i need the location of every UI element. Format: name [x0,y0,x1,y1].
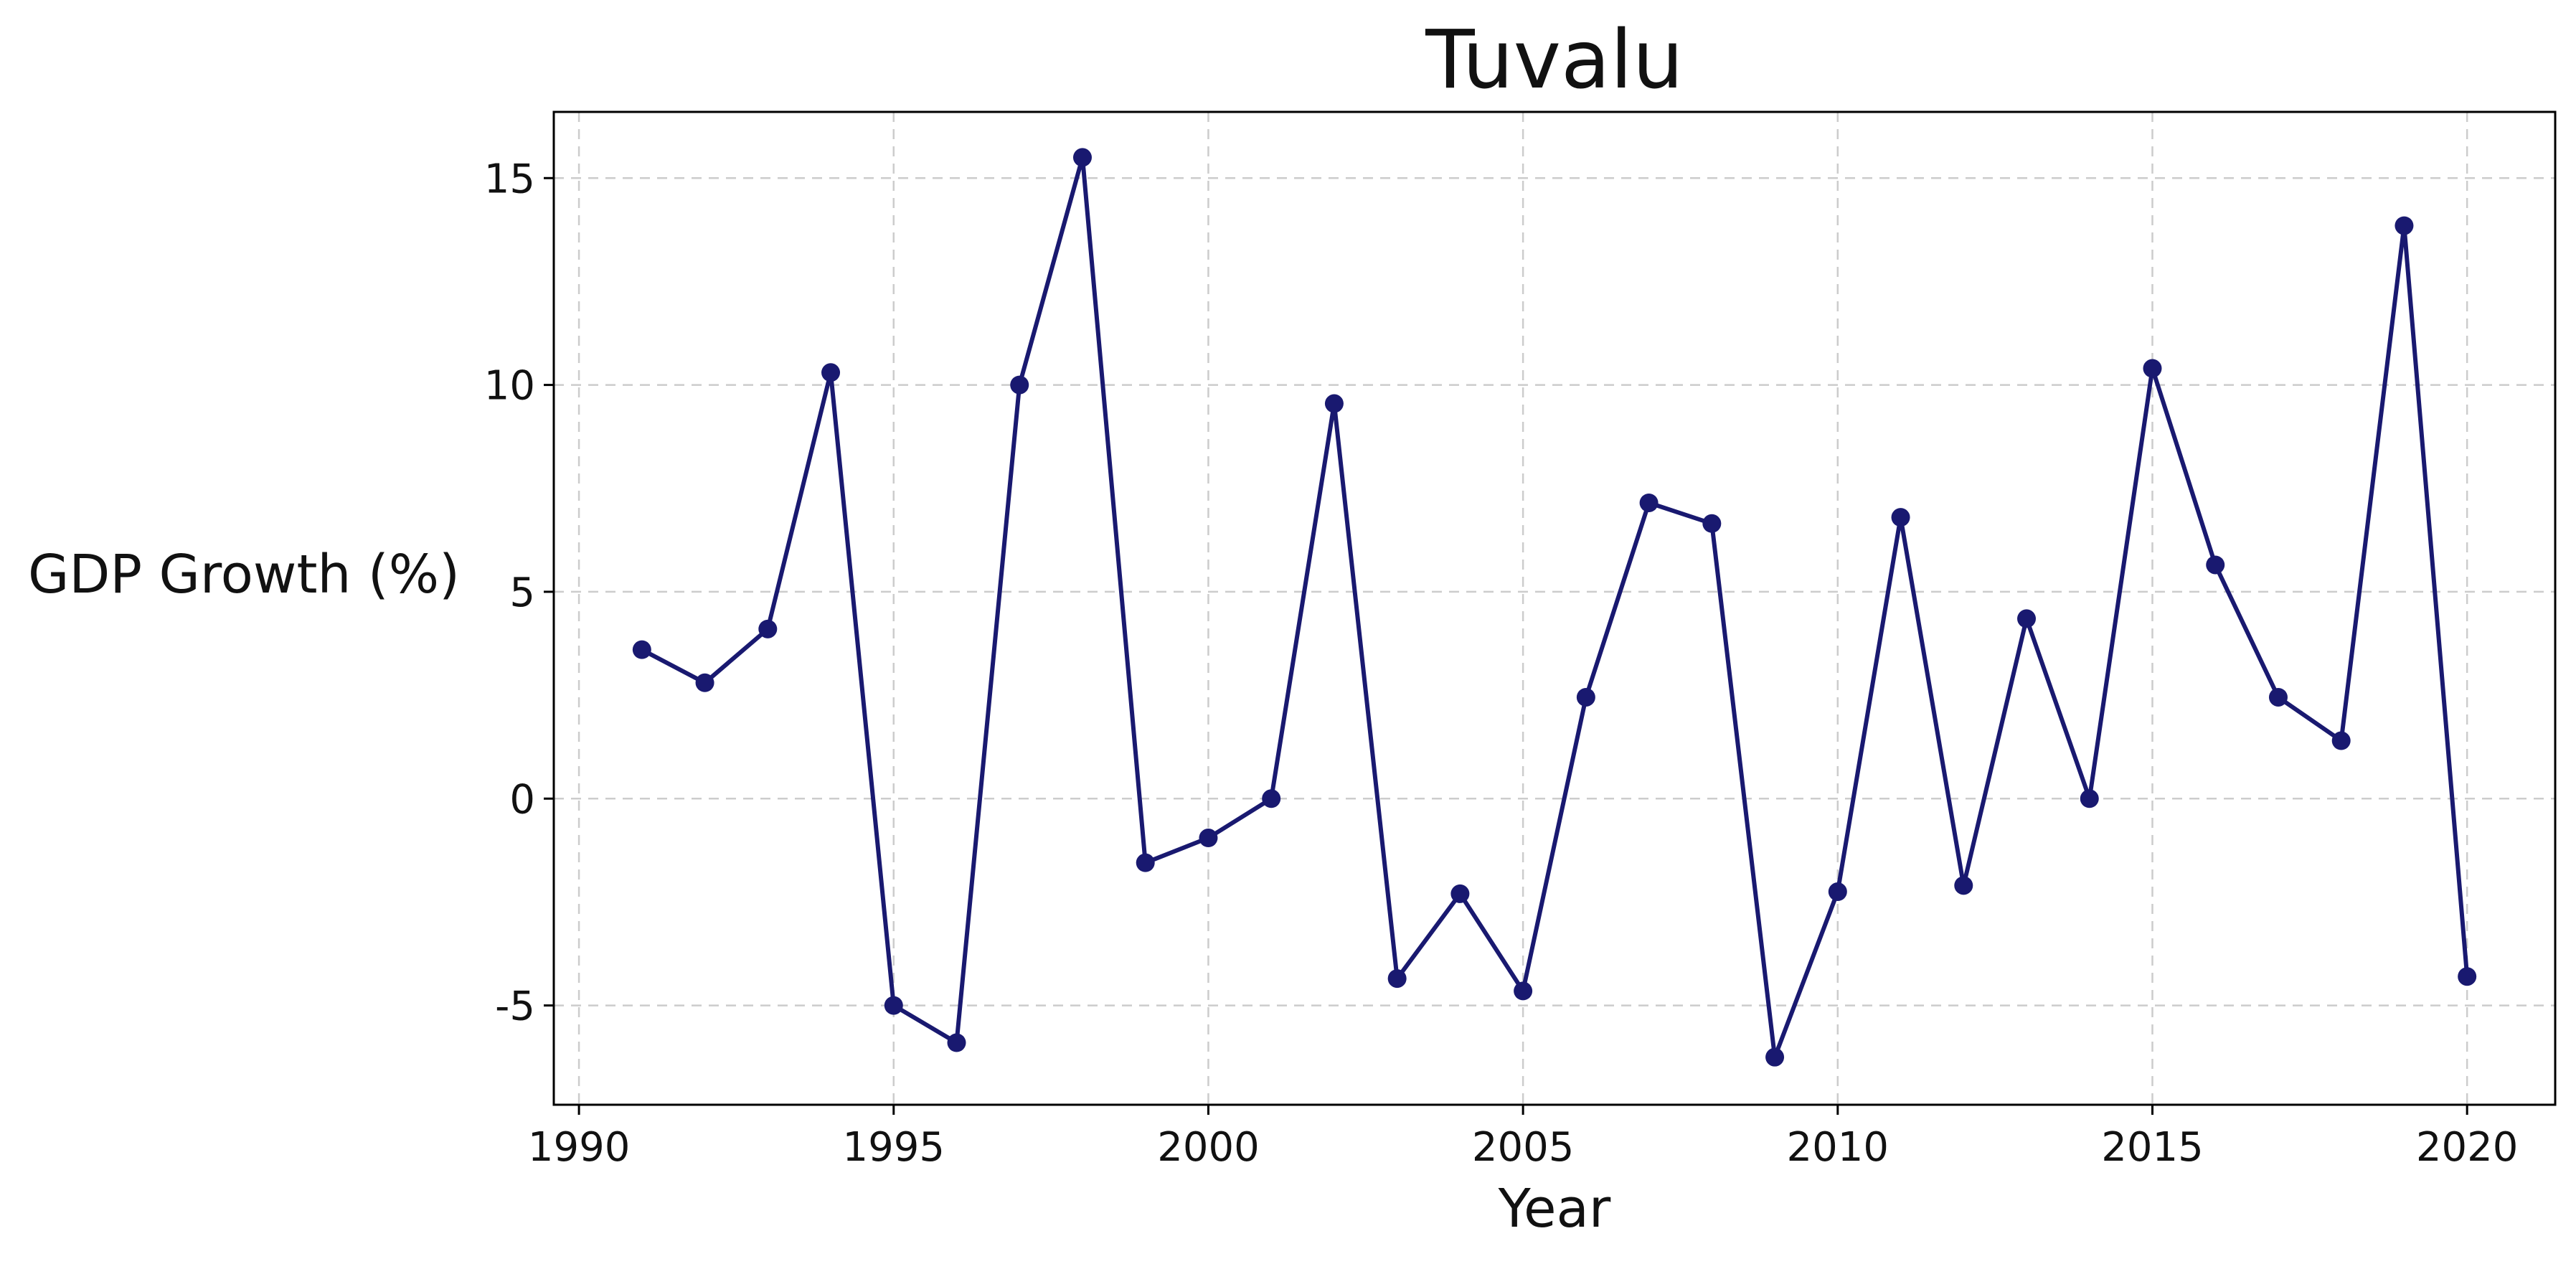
data-point [1072,148,1092,167]
data-point [1828,882,1847,902]
x-tick-label: 2005 [1472,1124,1575,1171]
data-point [1136,853,1155,872]
series-line [639,155,2470,1060]
data-point [1010,375,1029,395]
x-tick-label: 2015 [2101,1124,2204,1171]
y-axis-label: GDP Growth (%) [28,544,460,605]
data-point [2206,555,2225,575]
data-point [821,363,841,382]
data-point [2331,731,2351,750]
data-points [632,148,2477,1067]
data-point [1514,981,1533,1001]
x-axis-label: Year [1498,1178,1611,1240]
data-point [632,640,651,659]
data-point [2458,967,2477,986]
data-point [884,996,903,1015]
x-axis-ticks: 1990 1995 2000 2005 2010 2015 2020 [528,1105,2519,1171]
x-tick-label: 2010 [1787,1124,1889,1171]
data-point [1891,508,1910,527]
x-tick-label: 1990 [528,1124,631,1171]
data-point [695,673,714,692]
x-tick-label: 2000 [1157,1124,1260,1171]
data-point [1262,789,1281,808]
data-point [2143,359,2162,378]
data-point [2017,609,2037,628]
data-point [1576,687,1595,707]
data-point [758,619,778,638]
data-point [947,1033,966,1052]
data-point [1324,394,1344,413]
y-tick-label: 10 [484,363,535,410]
y-tick-label: -5 [495,984,535,1030]
chart-title: Tuvalu [1425,14,1683,107]
x-tick-label: 1995 [843,1124,945,1171]
data-point [1450,884,1470,903]
data-point [2395,216,2414,235]
y-tick-label: 15 [484,156,535,202]
data-point [1639,493,1659,512]
y-tick-label: 0 [509,776,535,823]
data-point [2080,789,2099,808]
x-tick-label: 2020 [2416,1124,2519,1171]
data-point [1199,829,1218,848]
data-point [1702,514,1722,533]
plot-frame [552,110,2557,1106]
data-point [2268,687,2288,707]
y-axis-ticks: -5 0 5 10 15 [484,156,554,1030]
y-tick-label: 5 [509,570,535,616]
data-point [1954,876,1973,895]
data-point [1387,969,1407,989]
data-point [1765,1047,1785,1067]
